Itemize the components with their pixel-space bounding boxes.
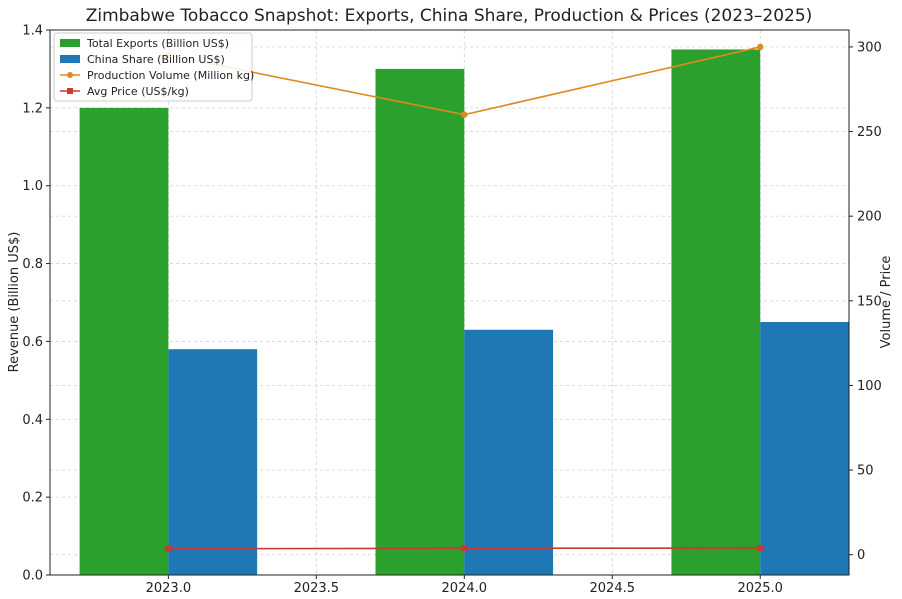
y2-tick-label: 250 <box>857 125 882 140</box>
legend-entry-label: Avg Price (US$/kg) <box>87 85 189 98</box>
y-tick-label: 0.6 <box>22 335 43 350</box>
y2-tick-label: 0 <box>857 548 865 563</box>
legend-swatch-marker <box>67 88 73 94</box>
x-tick-label: 2025.0 <box>737 581 783 596</box>
y-tick-label: 0.2 <box>22 491 43 506</box>
legend-box <box>53 32 253 102</box>
y-tick-label: 0.0 <box>22 569 43 584</box>
bar-total-exports <box>79 107 169 575</box>
legend-entry-label: Total Exports (Billion US$) <box>86 37 229 50</box>
y2-tick-label: 50 <box>857 464 874 479</box>
x-tick-label: 2023.0 <box>146 581 192 596</box>
bars <box>79 49 849 575</box>
y-axis-label: Revenue (Billion US$) <box>7 232 22 373</box>
point-production-volume <box>757 43 764 51</box>
legend-swatch <box>60 55 80 63</box>
plot-frame <box>49 29 850 576</box>
point-production-volume <box>461 111 468 118</box>
x-tick-label: 2024.0 <box>442 581 488 596</box>
y-tick-label: 1.0 <box>22 179 43 194</box>
point-avg-price <box>757 545 764 552</box>
point-avg-price <box>461 545 468 552</box>
y2-tick-label: 300 <box>857 40 882 55</box>
y-tick-label: 1.4 <box>22 24 43 39</box>
y2-tick-label: 150 <box>857 294 882 309</box>
x-tick-label: 2023.5 <box>294 581 340 596</box>
legend-swatch-marker <box>67 72 73 78</box>
bar-china-share <box>464 329 554 575</box>
legend: Total Exports (Billion US$) China Share (… <box>53 32 254 102</box>
y2-axis-label: Volume / Price <box>879 256 894 349</box>
bar-total-exports <box>375 68 465 575</box>
legend-entry-label: Production Volume (Million kg) <box>87 69 254 82</box>
legend-swatch <box>60 39 80 47</box>
bar-total-exports <box>671 49 761 575</box>
bar-china-share <box>168 349 258 575</box>
point-avg-price <box>165 545 172 552</box>
y-tick-label: 0.4 <box>22 413 43 428</box>
legend-entry-label: China Share (Billion US$) <box>87 53 225 66</box>
y2-tick-label: 100 <box>857 379 882 394</box>
y2-tick-label: 200 <box>857 210 882 225</box>
axes: 2023.0 2023.5 2024.0 2024.5 2025.0 0.0 0.2 0.4 0… <box>22 24 882 597</box>
x-tick-label: 2024.5 <box>590 581 636 596</box>
y-tick-label: 1.2 <box>22 101 43 116</box>
chart-title: Zimbabwe Tobacco Snapshot: Exports, Chin… <box>86 6 813 26</box>
bar-china-share <box>760 321 849 575</box>
y-tick-label: 0.8 <box>22 257 43 272</box>
